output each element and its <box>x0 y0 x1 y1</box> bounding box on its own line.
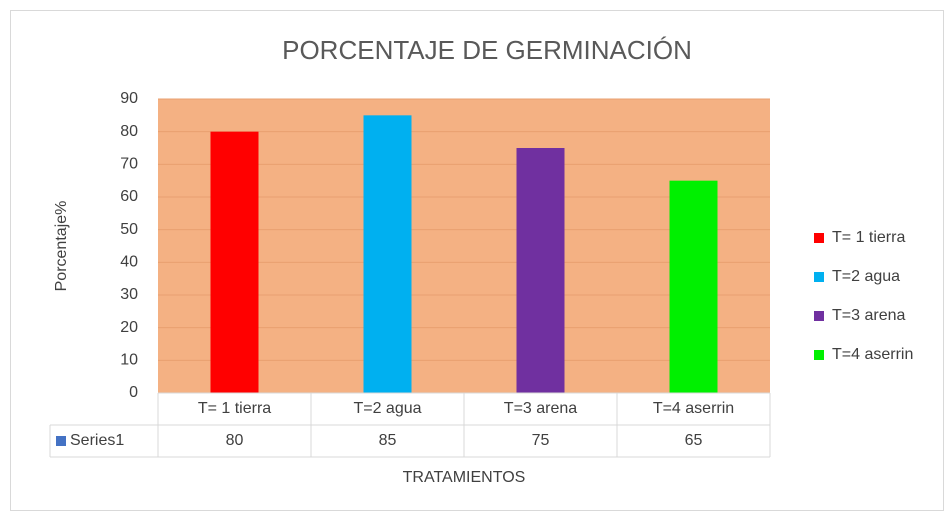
y-tick-label: 0 <box>129 384 138 401</box>
plot-area <box>158 99 770 393</box>
y-tick-label: 50 <box>120 221 138 238</box>
legend-swatch <box>814 233 824 243</box>
x-tick-label: T=3 arena <box>504 400 577 417</box>
x-tick-label: T=4 aserrin <box>653 400 734 417</box>
legend-swatch <box>814 311 824 321</box>
table-value: 85 <box>379 432 397 449</box>
table-value: 75 <box>532 432 550 449</box>
y-tick-label: 30 <box>120 286 138 303</box>
legend-swatch <box>814 350 824 360</box>
y-axis-label: Porcentaje% <box>53 201 70 292</box>
legend-label: T= 1 tierra <box>832 229 905 246</box>
bar <box>516 148 565 393</box>
legend-label: T=3 arena <box>832 307 905 324</box>
y-tick-label: 90 <box>120 90 138 107</box>
table-value: 65 <box>685 432 703 449</box>
bar <box>669 180 718 393</box>
x-tick-label: T= 1 tierra <box>198 400 271 417</box>
y-tick-label: 80 <box>120 123 138 140</box>
x-tick-label: T=2 agua <box>353 400 421 417</box>
bar <box>210 131 259 393</box>
y-tick-label: 70 <box>120 156 138 173</box>
y-tick-label: 10 <box>120 352 138 369</box>
y-tick-label: 60 <box>120 188 138 205</box>
legend-swatch <box>814 272 824 282</box>
chart-title: PORCENTAJE DE GERMINACIÓN <box>282 35 692 65</box>
legend-label: T=4 aserrin <box>832 346 913 363</box>
x-axis-label: TRATAMIENTOS <box>403 469 526 486</box>
bar <box>363 115 412 393</box>
legend-label: T=2 agua <box>832 268 900 285</box>
series-name: Series1 <box>70 432 124 449</box>
table-value: 80 <box>226 432 244 449</box>
series-key <box>56 436 66 446</box>
y-tick-label: 20 <box>120 319 138 336</box>
y-tick-label: 40 <box>120 254 138 271</box>
